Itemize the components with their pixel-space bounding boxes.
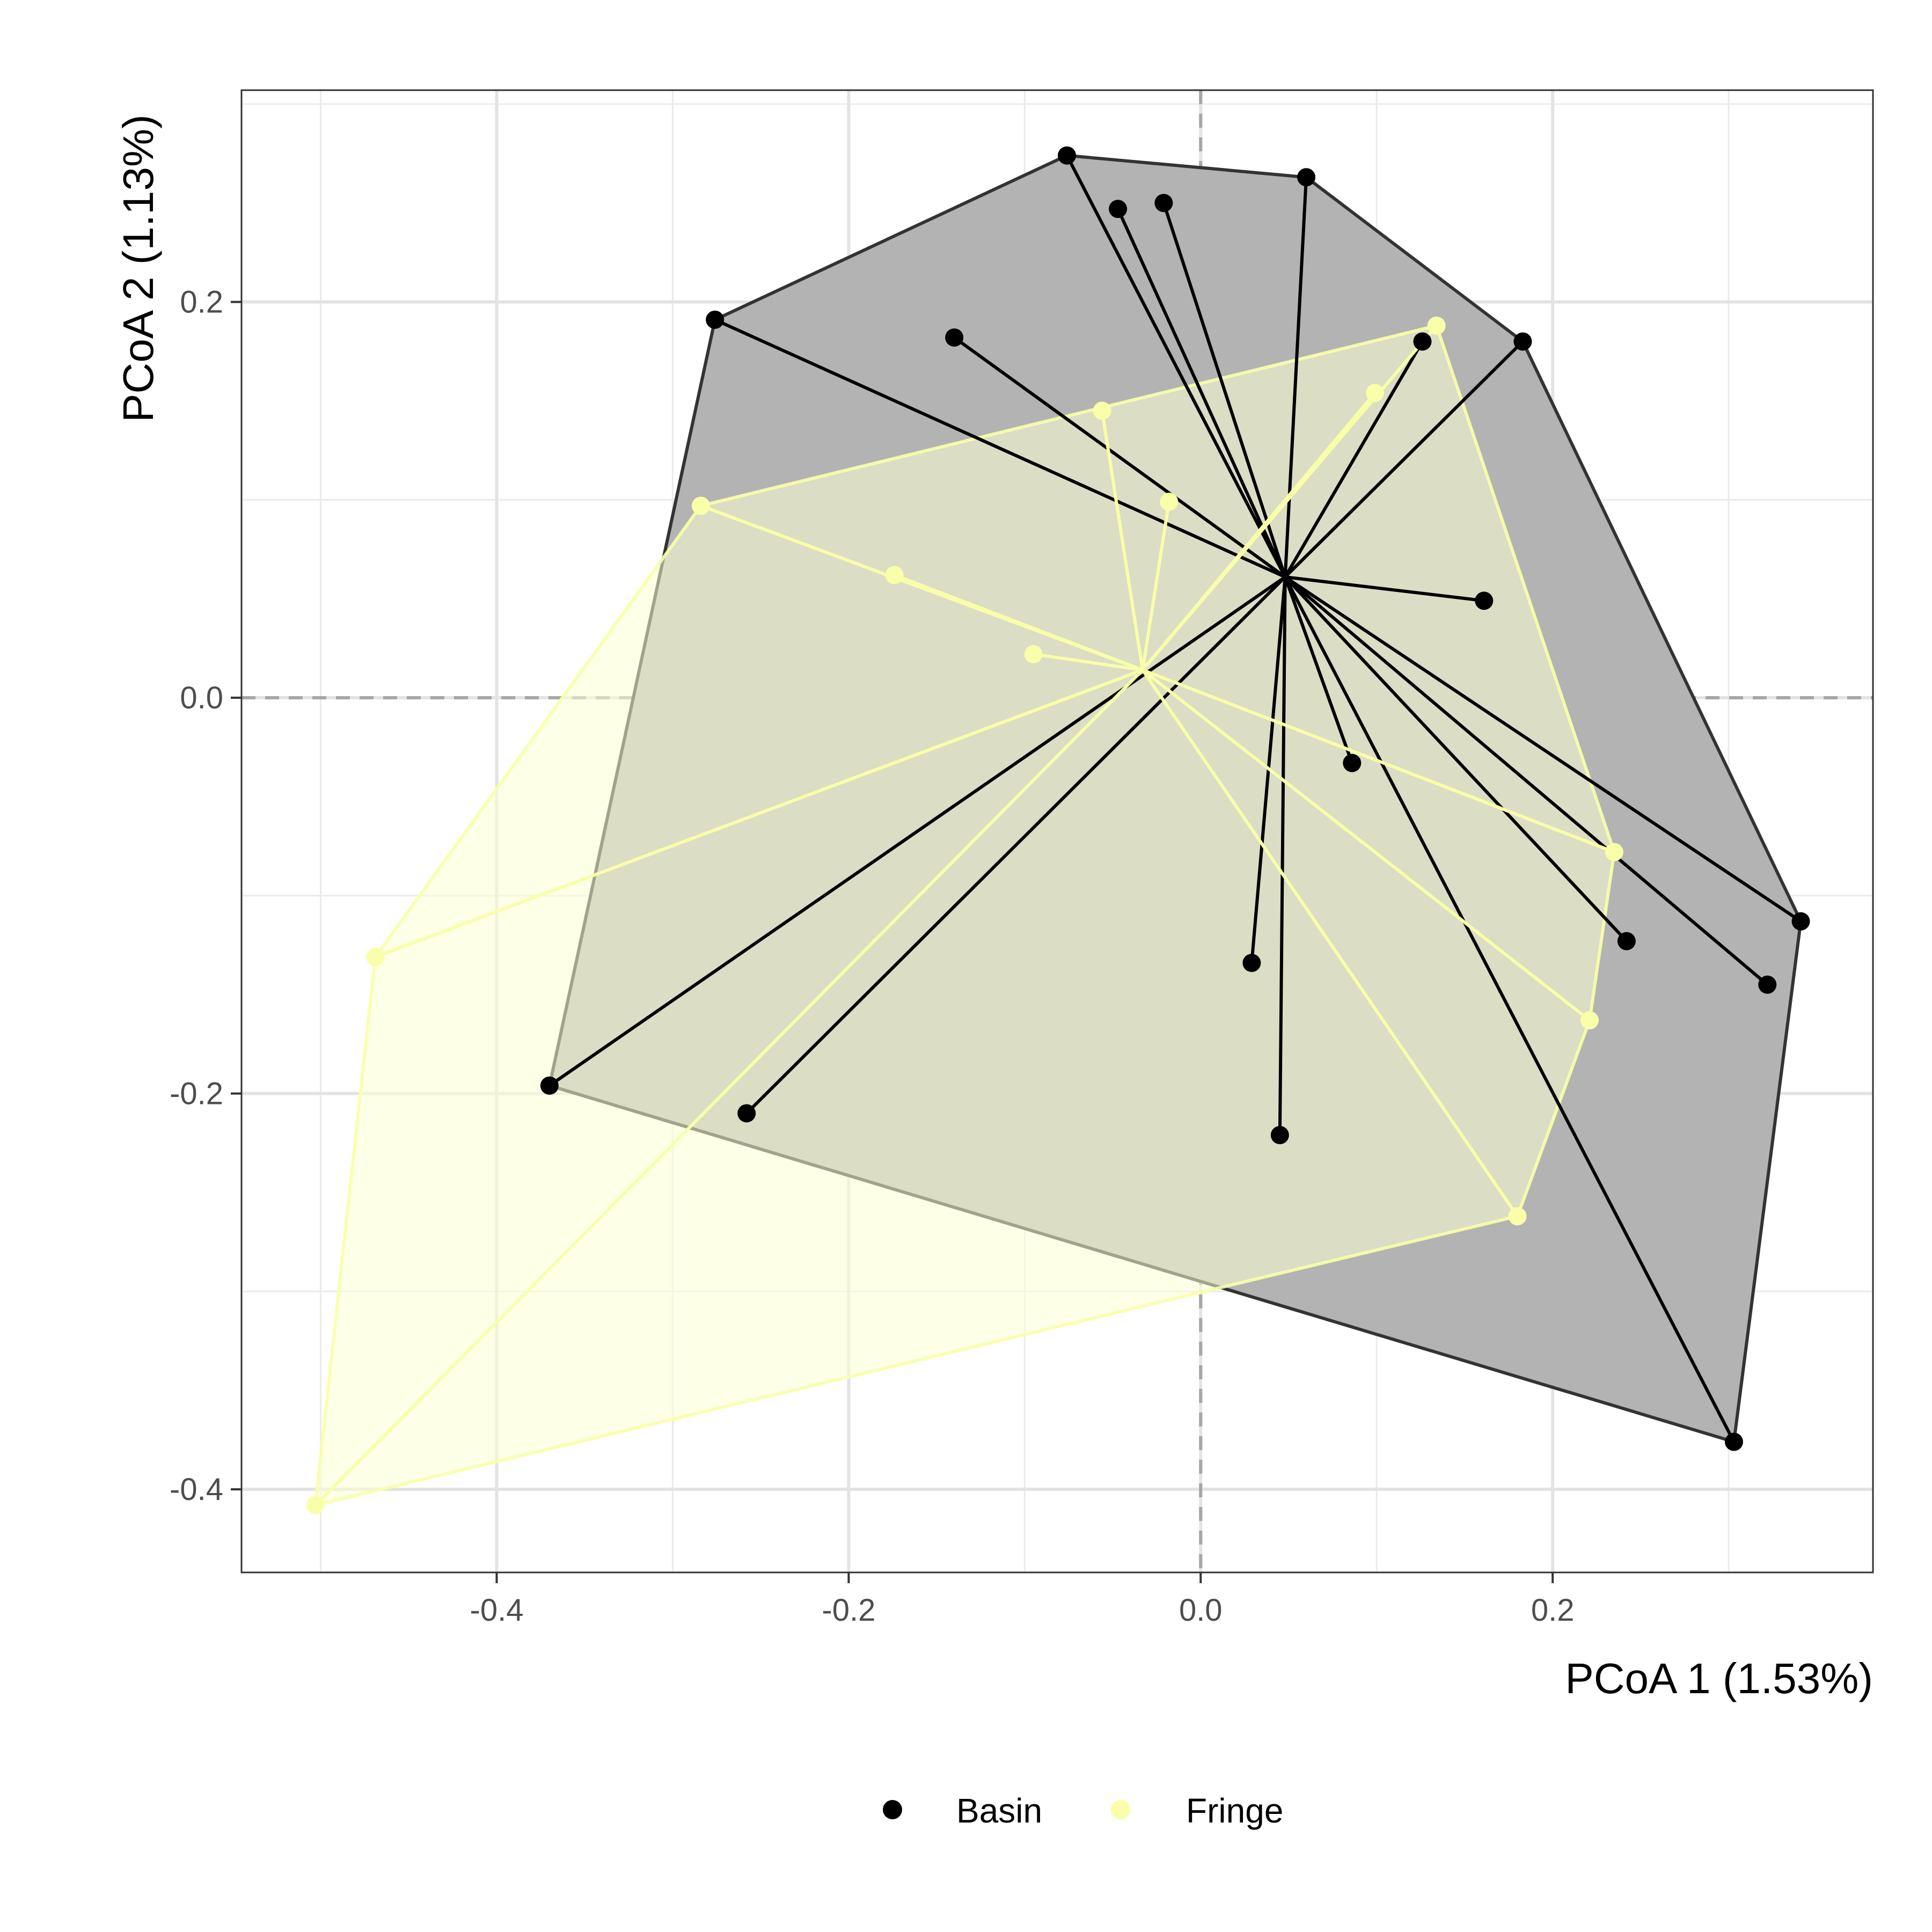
point-fringe bbox=[1580, 1011, 1599, 1030]
point-basin bbox=[945, 328, 964, 347]
x-tick-label: -0.4 bbox=[470, 1593, 524, 1628]
spider-line-basin bbox=[1278, 577, 1287, 1136]
legend: Basin Fringe bbox=[883, 1791, 1283, 1830]
spider-line-fringe bbox=[1141, 669, 1519, 1217]
group-hulls bbox=[313, 153, 1803, 1507]
point-basin bbox=[1343, 753, 1362, 772]
point-basin bbox=[1758, 975, 1777, 994]
x-axis-ticks: -0.4 -0.2 0.0 0.2 bbox=[470, 1572, 1575, 1628]
point-fringe bbox=[1605, 843, 1623, 861]
point-fringe bbox=[1365, 384, 1384, 402]
point-basin bbox=[1242, 954, 1261, 972]
y-axis-title: PCoA 2 (1.13%) bbox=[114, 114, 162, 422]
spider-line-basin bbox=[1283, 177, 1308, 577]
spider-line-basin bbox=[953, 336, 1286, 579]
spider-line-fringe bbox=[1141, 501, 1171, 670]
point-fringe bbox=[366, 948, 385, 967]
point-basin bbox=[1154, 194, 1173, 213]
hull-fringe bbox=[313, 324, 1616, 1507]
point-basin bbox=[1270, 1126, 1289, 1145]
spider-line-basin bbox=[1284, 576, 1736, 1443]
spider-line-basin bbox=[1162, 202, 1287, 578]
spider-line-fringe bbox=[1141, 668, 1615, 854]
y-tick-label: 0.0 bbox=[180, 680, 223, 715]
spider-line-basin bbox=[1284, 576, 1628, 942]
y-tick-label: 0.2 bbox=[180, 285, 223, 320]
legend-key-fringe bbox=[1111, 1800, 1130, 1819]
point-basin bbox=[1475, 591, 1494, 610]
point-basin bbox=[1791, 912, 1810, 931]
spider-line-basin bbox=[1116, 208, 1287, 578]
y-tick-label: -0.4 bbox=[170, 1472, 223, 1507]
point-basin bbox=[737, 1104, 756, 1123]
legend-label-fringe: Fringe bbox=[1186, 1791, 1283, 1830]
plot-panel-border bbox=[240, 89, 1874, 1574]
x-tick-label: -0.2 bbox=[822, 1593, 875, 1628]
spider-line-fringe bbox=[1141, 392, 1377, 671]
point-fringe bbox=[1160, 493, 1179, 511]
spider-line-fringe bbox=[375, 668, 1144, 958]
legend-label-basin: Basin bbox=[956, 1791, 1042, 1830]
x-tick-label: 0.2 bbox=[1531, 1593, 1575, 1628]
x-tick-label: 0.0 bbox=[1179, 1593, 1223, 1628]
point-basin bbox=[1513, 332, 1532, 351]
spider-line-basin bbox=[1285, 575, 1484, 603]
point-fringe bbox=[1427, 316, 1446, 335]
point-basin bbox=[540, 1076, 559, 1095]
spider-line-basin bbox=[1284, 340, 1524, 579]
point-fringe bbox=[691, 496, 710, 515]
point-basin bbox=[706, 310, 724, 329]
spider-line-basin bbox=[1284, 340, 1424, 578]
point-basin bbox=[1109, 200, 1128, 218]
spider-line-fringe bbox=[1033, 652, 1143, 672]
point-fringe bbox=[885, 566, 904, 584]
x-axis-title: PCoA 1 (1.53%) bbox=[1565, 1655, 1873, 1702]
spider-line-basin bbox=[1284, 575, 1802, 923]
point-basin bbox=[1724, 1432, 1743, 1451]
spider-line-basin bbox=[548, 575, 1286, 1087]
spider-line-fringe bbox=[1100, 410, 1145, 670]
centroid-spider-lines bbox=[314, 155, 1802, 1506]
spider-line-basin bbox=[745, 576, 1286, 1115]
point-fringe bbox=[1508, 1207, 1527, 1226]
spider-line-basin bbox=[1284, 575, 1769, 986]
point-fringe bbox=[306, 1496, 325, 1514]
spider-line-fringe bbox=[894, 573, 1144, 672]
spider-line-fringe bbox=[1141, 669, 1591, 1022]
spider-line-basin bbox=[714, 318, 1286, 579]
legend-key-basin bbox=[883, 1800, 902, 1819]
sample-points bbox=[306, 146, 1810, 1514]
spider-line-fringe bbox=[314, 669, 1144, 1506]
point-basin bbox=[1297, 168, 1316, 187]
point-basin bbox=[1058, 146, 1077, 165]
point-basin bbox=[1413, 332, 1432, 351]
spider-line-basin bbox=[1065, 155, 1287, 578]
spider-line-basin bbox=[1283, 576, 1354, 764]
y-tick-label: -0.2 bbox=[170, 1077, 223, 1111]
y-axis-ticks: -0.4 -0.2 0.0 0.2 bbox=[170, 285, 241, 1507]
point-fringe bbox=[1024, 645, 1043, 663]
point-fringe bbox=[1093, 401, 1111, 420]
point-basin bbox=[1617, 932, 1636, 950]
